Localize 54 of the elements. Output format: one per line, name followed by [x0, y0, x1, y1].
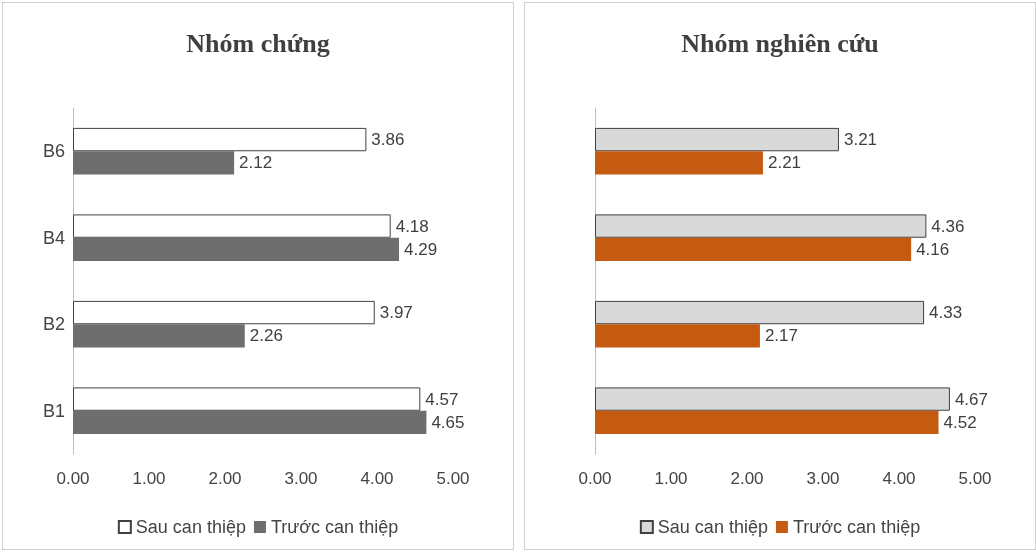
x-tick-label: 1.00	[132, 469, 166, 488]
data-label: 2.12	[239, 153, 273, 173]
bar	[73, 127, 367, 152]
bar	[73, 214, 391, 238]
bar	[73, 324, 245, 348]
bar	[595, 410, 939, 435]
bar	[73, 410, 427, 435]
x-tick-label: 3.00	[284, 469, 318, 488]
bar	[595, 324, 760, 348]
y-tick-label: B6	[42, 141, 65, 162]
data-label: 3.21	[843, 130, 878, 150]
data-label: 2.17	[764, 326, 799, 346]
chart-title: Nhóm chứng	[186, 28, 330, 58]
data-label: 4.65	[431, 412, 465, 432]
data-label: 4.36	[931, 216, 965, 236]
data-label: 4.57	[425, 389, 459, 409]
bar	[73, 151, 235, 175]
legend-label: Trước can thiệp	[270, 517, 399, 537]
x-tick-label: 4.00	[882, 469, 916, 488]
bar	[595, 127, 839, 152]
x-tick-label: 4.00	[360, 469, 394, 488]
y-tick-label: B1	[42, 400, 65, 421]
data-label: 2.26	[249, 326, 283, 346]
x-tick-label: 1.00	[654, 469, 688, 488]
x-tick-label: 0.00	[56, 469, 90, 488]
bar	[595, 387, 950, 411]
bar	[73, 300, 375, 325]
legend-label: Sau can thiệp	[135, 517, 246, 537]
data-label: 4.18	[395, 216, 429, 236]
bar	[595, 151, 763, 175]
data-label: 4.67	[954, 389, 989, 409]
chart-title: Nhóm nghiên cứu	[681, 28, 879, 58]
bar	[73, 237, 400, 262]
legend-label: Sau can thiệp	[657, 517, 768, 537]
y-tick-label: B2	[42, 314, 65, 335]
x-tick-label: 0.00	[578, 469, 612, 488]
bar	[595, 237, 912, 262]
bar	[595, 300, 925, 325]
bar	[595, 214, 927, 238]
bar	[73, 387, 421, 411]
x-tick-label: 2.00	[730, 469, 764, 488]
data-label: 4.52	[943, 412, 977, 432]
data-label: 4.16	[916, 239, 950, 259]
x-tick-label: 3.00	[806, 469, 840, 488]
data-label: 3.86	[371, 130, 405, 150]
data-label: 4.33	[929, 303, 963, 323]
y-tick-label: B4	[42, 227, 65, 248]
legend-label: Trước can thiệp	[792, 517, 921, 537]
x-tick-label: 5.00	[958, 469, 992, 488]
data-label: 4.29	[404, 239, 438, 259]
data-label: 2.21	[767, 153, 802, 173]
x-tick-label: 5.00	[436, 469, 470, 488]
x-tick-label: 2.00	[208, 469, 242, 488]
data-label: 3.97	[379, 303, 413, 323]
